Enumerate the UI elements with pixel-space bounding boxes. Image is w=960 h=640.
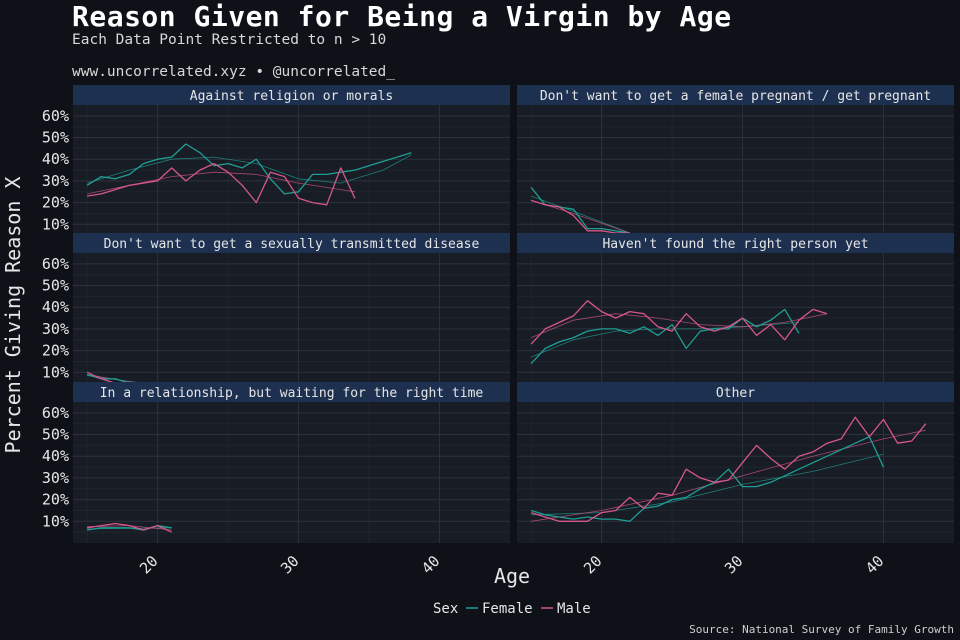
facet-strip	[73, 233, 510, 253]
facet-panel: Don't want to get a sexually transmitted…	[73, 233, 510, 394]
trend-line-female	[86, 154, 412, 184]
trend-line-male	[531, 429, 926, 522]
series-line-female	[530, 436, 885, 522]
y-tick-label: 20%	[42, 194, 69, 212]
y-tick-label: 40%	[42, 298, 69, 316]
facet-panel: Don't want to get a female pregnant / ge…	[517, 85, 954, 246]
facet-panel: Haven't found the right person yet	[517, 233, 954, 394]
panel-background	[517, 105, 954, 246]
series-line-female	[530, 308, 800, 365]
y-tick-label: 50%	[42, 129, 69, 147]
y-tick-label: 60%	[42, 404, 69, 422]
chart-credit: www.uncorrelated.xyz • @uncorrelated_	[72, 64, 396, 80]
facet-strip	[517, 85, 954, 105]
x-tick-label: 20	[136, 552, 162, 578]
x-tick-label: 30	[277, 552, 303, 578]
facet-strip	[517, 233, 954, 253]
legend-title: Sex	[433, 601, 458, 617]
facet-panel: Against religion or morals	[73, 85, 510, 246]
y-tick-label: 50%	[42, 426, 69, 444]
y-tick-label: 10%	[42, 215, 69, 233]
trend-line-female	[530, 195, 630, 234]
facet-strip	[73, 382, 510, 402]
y-tick-label: 20%	[42, 491, 69, 509]
y-tick-label: 30%	[42, 320, 69, 338]
chart-subtitle: Each Data Point Restricted to n > 10	[72, 32, 387, 48]
panel-background	[73, 253, 510, 394]
facet-title: Other	[716, 386, 755, 401]
facet-title: Don't want to get a sexually transmitted…	[104, 237, 480, 252]
x-tick-label: 40	[862, 552, 888, 578]
facet-title: Against religion or morals	[190, 89, 394, 104]
facet-panel: Other	[517, 382, 954, 543]
y-tick-label: 60%	[42, 107, 69, 125]
trend-line-male	[530, 313, 828, 338]
facet-strip	[73, 85, 510, 105]
x-tick-label: 40	[418, 552, 444, 578]
x-axis-title: Age	[494, 564, 530, 588]
y-tick-label: 30%	[42, 172, 69, 190]
x-tick-label: 20	[580, 552, 606, 578]
facet-title: Don't want to get a female pregnant / ge…	[540, 89, 931, 104]
y-tick-label: 10%	[42, 363, 69, 381]
series-line-female	[86, 143, 412, 195]
y-tick-label: 10%	[42, 512, 69, 530]
series-line-male	[86, 162, 356, 206]
facet-strip	[517, 382, 954, 402]
panel-background	[73, 105, 510, 246]
y-tick-label: 40%	[42, 447, 69, 465]
series-line-male	[530, 416, 927, 522]
x-tick-label: 30	[721, 552, 747, 578]
facet-panel: In a relationship, but waiting for the r…	[73, 382, 510, 543]
legend-label-male: Male	[557, 601, 591, 617]
legend-label-female: Female	[482, 601, 533, 617]
y-tick-label: 60%	[42, 255, 69, 273]
chart-source: Source: National Survey of Family Growth	[689, 623, 954, 636]
series-line-male	[86, 522, 172, 533]
panel-background	[73, 402, 510, 543]
series-line-male	[530, 199, 630, 234]
y-tick-label: 30%	[42, 469, 69, 487]
facet-title: Haven't found the right person yet	[602, 237, 868, 252]
y-tick-label: 40%	[42, 150, 69, 168]
trend-line-female	[531, 453, 884, 516]
y-tick-label: 50%	[42, 277, 69, 295]
y-tick-label: 20%	[42, 342, 69, 360]
y-axis-title: Percent Giving Reason X	[1, 177, 25, 454]
facet-title: In a relationship, but waiting for the r…	[100, 386, 484, 401]
series-line-male	[530, 300, 828, 345]
chart-title: Reason Given for Being a Virgin by Age	[72, 0, 732, 33]
